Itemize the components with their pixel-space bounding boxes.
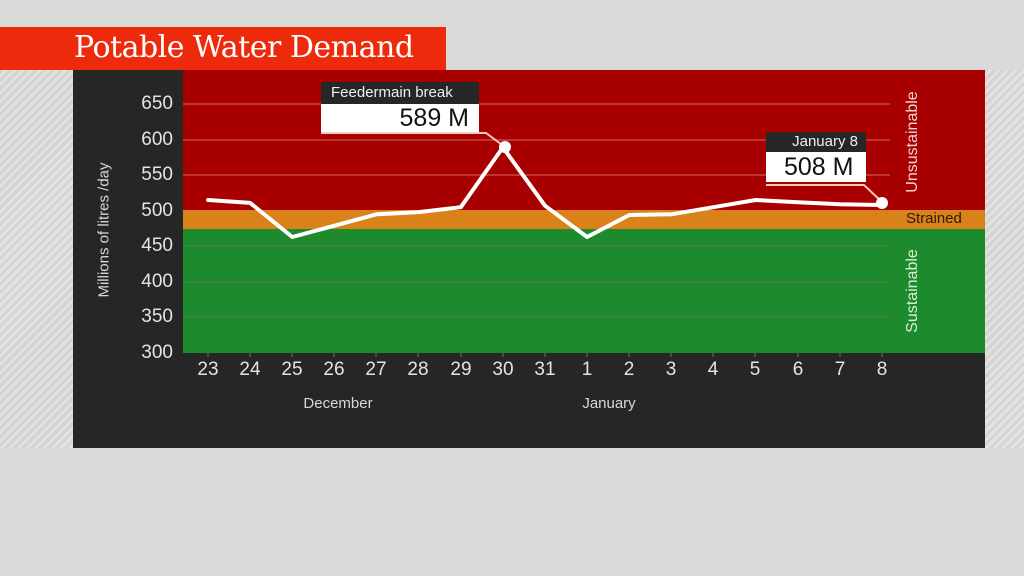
zone-label-unsustainable: Unsustainable	[904, 91, 921, 193]
x-tick: 24	[239, 359, 261, 380]
x-tick: 4	[707, 359, 719, 380]
y-tick: 400	[141, 271, 173, 292]
callout-connector-jan8	[766, 184, 883, 203]
last-marker	[876, 197, 888, 209]
zone-strained	[183, 210, 985, 229]
chart-title: Potable Water Demand	[74, 30, 414, 65]
x-tick: 2	[623, 359, 635, 380]
x-tick: 30	[492, 359, 514, 380]
y-tick: 350	[141, 306, 173, 327]
x-tick: 1	[581, 359, 593, 380]
title-bar	[0, 27, 446, 70]
zone-label-sustainable: Sustainable	[904, 249, 921, 333]
zone-sustainable	[183, 229, 985, 353]
y-tick: 500	[141, 200, 173, 221]
x-tick: 27	[365, 359, 387, 380]
x-tick: 3	[665, 359, 677, 380]
x-tick: 7	[834, 359, 846, 380]
y-axis-label: Millions of litres /day	[95, 162, 113, 298]
callout-head: Feedermain break	[321, 82, 479, 104]
callout-value: 589 M	[321, 104, 479, 132]
month-label-december: December	[303, 395, 373, 412]
x-tick: 8	[876, 359, 888, 380]
callout-head: January 8	[766, 132, 866, 152]
callout-connector-feedermain	[321, 132, 506, 148]
demand-line	[206, 145, 884, 239]
x-tick: 26	[323, 359, 345, 380]
callout-value: 508 M	[766, 152, 866, 182]
x-tick: 28	[407, 359, 429, 380]
gridlines-lower	[183, 245, 890, 318]
peak-marker	[499, 141, 511, 153]
y-tick: 600	[141, 129, 173, 150]
y-tick: 450	[141, 235, 173, 256]
y-tick: 650	[141, 93, 173, 114]
y-tick: 550	[141, 164, 173, 185]
x-tick: 31	[534, 359, 556, 380]
y-tick: 300	[141, 342, 173, 363]
x-tick: 29	[450, 359, 472, 380]
zone-label-strained: Strained	[906, 210, 962, 227]
x-tick: 5	[749, 359, 761, 380]
x-tick: 25	[281, 359, 303, 380]
month-label-january: January	[582, 395, 636, 412]
x-tick: 6	[792, 359, 804, 380]
x-tick: 23	[197, 359, 219, 380]
x-tick-marks	[207, 353, 883, 357]
